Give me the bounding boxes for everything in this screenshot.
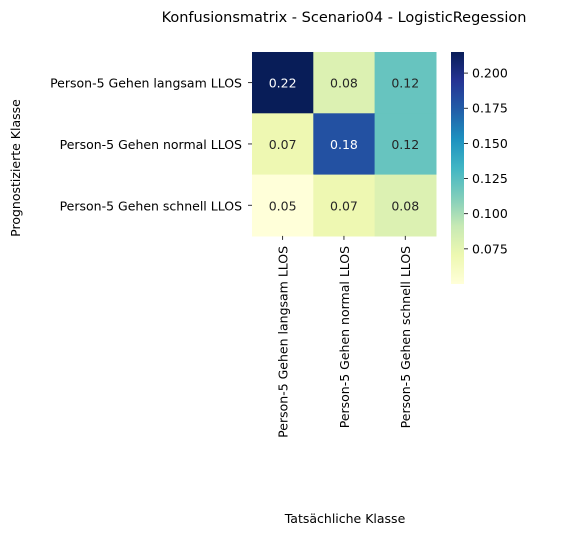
cell-value-label: 0.05 [269, 198, 297, 213]
colorbar-tick-label: 0.175 [472, 101, 508, 116]
colorbar-tick-label: 0.200 [472, 66, 508, 81]
x-tick-labels: Person-5 Gehen langsam LLOS Person-5 Gehe… [276, 235, 413, 438]
colorbar-ticks: 0.075 0.100 0.125 0.150 0.175 0.200 [464, 66, 508, 256]
cell-value-label: 0.08 [330, 76, 358, 91]
cell-value-label: 0.07 [269, 137, 297, 152]
colorbar [451, 52, 464, 284]
colorbar-tick-label: 0.150 [472, 136, 508, 151]
x-axis-label: Tatsächliche Klasse [284, 511, 406, 526]
cell-value-label: 0.22 [269, 76, 297, 91]
colorbar-tick-label: 0.100 [472, 206, 508, 221]
heatmap-cell [313, 52, 376, 114]
heatmap-cell [374, 174, 437, 237]
x-tick-label: Person-5 Gehen normal LLOS [337, 246, 352, 428]
cell-value-label: 0.12 [391, 137, 419, 152]
y-axis-label: Prognostizierte Klasse [8, 99, 23, 237]
heatmap-cell [252, 174, 314, 237]
heatmap-cell [252, 52, 314, 114]
heatmap-cell-labels: 0.22 0.08 0.12 0.07 0.18 0.12 0.05 0.07 0.08 [269, 76, 419, 214]
heatmap-cell [313, 174, 376, 237]
cell-value-label: 0.07 [330, 198, 358, 213]
y-tick-label: Person-5 Gehen normal LLOS [60, 137, 242, 152]
heatmap-cell [252, 113, 314, 176]
chart-title: Konfusionsmatrix - Scenario04 - Logistic… [162, 10, 527, 26]
cell-value-label: 0.12 [391, 76, 419, 91]
x-tick-label: Person-5 Gehen langsam LLOS [276, 246, 291, 438]
y-tick-labels: Person-5 Gehen langsam LLOS Person-5 Gehe… [50, 76, 252, 213]
cell-value-label: 0.08 [391, 198, 419, 213]
colorbar-tick-label: 0.125 [472, 171, 508, 186]
heatmap-cell [374, 113, 437, 176]
y-tick-label: Person-5 Gehen schnell LLOS [60, 198, 242, 213]
heatmap-cell [313, 113, 376, 176]
y-tick-label: Person-5 Gehen langsam LLOS [50, 76, 242, 91]
heatmap-cell [374, 52, 437, 114]
cell-value-label: 0.18 [330, 137, 358, 152]
heatmap-cells [252, 52, 437, 237]
colorbar-tick-label: 0.075 [472, 241, 508, 256]
x-tick-label: Person-5 Gehen schnell LLOS [398, 246, 413, 428]
